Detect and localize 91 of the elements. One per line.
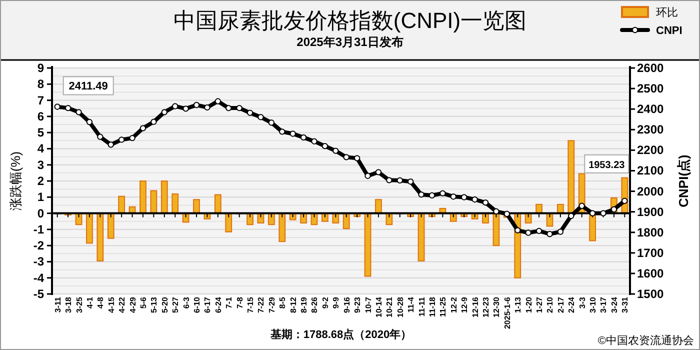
legend-label: CNPI [656,25,682,37]
y2-tick-label: 2200 [637,143,664,158]
y-tick-label: 1 [37,190,44,204]
x-tick-label: 10-14 [374,296,384,318]
x-tick-label: 4-22 [118,296,127,314]
y-tick-label: 9 [37,61,44,75]
x-tick-label: 9-16 [342,296,352,314]
x-tick-label: 9-9 [332,296,341,309]
x-tick-label: 3-25 [74,296,84,314]
x-tick-label: 2-10 [546,296,555,314]
y2-tick-label: 2100 [637,164,664,178]
x-tick-label: 7-15 [246,296,256,314]
x-tick-label: 7-1 [224,296,234,309]
y-tick-label: 3 [37,158,44,172]
y-tick-label: -2 [33,238,44,253]
x-tick-label: 3-18 [64,296,74,314]
x-tick-label: 3-31 [620,296,630,314]
y-tick-label: -3 [33,254,44,269]
x-tick-label: 6-3 [182,296,191,309]
x-tick-label: 8-26 [310,296,320,314]
legend-label: 环比 [656,6,678,19]
y-tick-label: 7 [37,93,44,108]
x-tick-label: 6-17 [203,296,212,314]
y2-tick-label: 2600 [637,61,664,75]
x-tick-label: 10-28 [396,296,405,318]
y2-tick-label: 2400 [637,102,664,116]
x-tick-label: 3-11 [53,296,62,313]
x-tick-label: 3-10 [588,296,598,314]
y-tick-label: 0 [37,206,44,220]
y-tick-label: -4 [33,270,44,285]
x-tick-label: 12-30 [492,296,502,318]
x-tick-label: 3-3 [578,296,587,309]
chart-subtitle: 2025年3月31日发布 [296,35,404,49]
x-tick-label: 6-10 [192,296,202,314]
x-tick-label: 10-7 [364,296,373,314]
x-tick-label: 5-20 [160,296,170,314]
y2-tick-label: 1600 [637,266,664,280]
y-tick-label: -5 [33,287,44,301]
x-tick-label: 7-22 [256,296,266,314]
data-label: 1953.23 [588,160,626,171]
x-tick-label: 1-20 [524,296,534,314]
y2-axis-title: CNPI(点) [676,154,691,208]
x-tick-label: 11-18 [428,296,437,318]
x-tick-label: 1-13 [514,296,523,314]
chart-title: 中国尿素批发价格指数(CNPI)一览图 [173,8,527,33]
y2-tick-label: 2000 [637,184,664,198]
x-tick-label: 6-24 [214,296,223,314]
x-tick-label: 2025-1-6 [502,296,512,330]
x-tick-label: 7-8 [235,296,244,309]
x-tick-label: 2-17 [556,296,566,314]
x-tick-label: 12-23 [482,296,490,318]
x-tick-label: 12-16 [470,296,480,318]
x-tick-label: 3-24 [610,296,619,314]
x-tick-label: 4-29 [128,296,138,314]
y-tick-label: 8 [37,77,44,92]
y-tick-label: 2 [37,174,44,188]
x-tick-label: 12-9 [460,296,470,314]
x-tick-label: 3-17 [599,296,608,314]
y2-tick-label: 1700 [637,246,664,260]
x-tick-label: 5-13 [150,296,159,314]
x-tick-label: 7-29 [267,296,276,314]
x-tick-label: 11-4 [406,296,416,313]
x-tick-label: 9-2 [320,296,330,309]
y-tick-label: -1 [33,222,44,236]
x-tick-label: 9-23 [353,296,362,314]
x-tick-label: 10-21 [385,296,394,318]
x-tick-label: 5-27 [171,296,180,314]
y2-tick-label: 1500 [637,287,664,301]
x-tick-label: 4-1 [85,296,94,309]
x-tick-label: 4-15 [106,296,116,314]
x-tick-label: 8-19 [300,296,309,314]
data-label: 2411.49 [68,80,108,93]
y-tick-label: 5 [37,126,44,140]
x-tick-label: 4-8 [96,296,106,309]
x-tick-label: 1-27 [535,296,544,314]
x-tick-label: 11-11 [417,296,426,317]
y2-tick-label: 2500 [637,82,664,96]
x-tick-label: 2-24 [567,296,576,314]
y2-tick-label: 2300 [637,122,664,137]
y-axis-title: 涨跌幅(%) [8,151,23,211]
x-tick-label: 5-6 [138,296,148,309]
y2-tick-label: 1900 [637,204,664,219]
y-tick-label: 6 [37,109,44,124]
y-tick-label: 4 [37,142,44,156]
text: 基期：1788.68点（2020年） [269,328,412,341]
text: ©中国农资流通协会 [598,334,694,347]
x-tick-label: 11-25 [438,296,448,318]
x-tick-label: 12-2 [449,296,458,314]
x-tick-label: 8-5 [278,296,288,309]
y2-tick-label: 1800 [637,225,664,240]
x-tick-label: 8-12 [288,296,298,314]
